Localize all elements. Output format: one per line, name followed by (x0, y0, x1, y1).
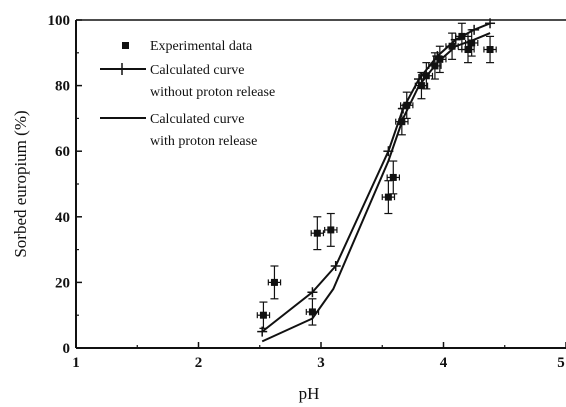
point-marker (327, 226, 335, 234)
legend-label: Calculated curve (150, 63, 244, 78)
plus-marker (432, 51, 443, 62)
data-point (324, 212, 338, 247)
x-tick-label: 5 (557, 355, 565, 371)
legend-entry: Experimental data (122, 39, 253, 54)
plus-marker (398, 103, 409, 114)
curve-with-proton-release (261, 32, 491, 343)
x-tick-label: 2 (195, 355, 203, 371)
point-marker (308, 308, 316, 316)
plus-marker (330, 261, 341, 271)
legend-square-marker (122, 42, 129, 49)
point-marker (486, 46, 494, 54)
plus-marker (414, 74, 424, 85)
data-point (386, 160, 400, 195)
axes: 1 2 3 4 5 0 20 40 60 80 100 (48, 13, 566, 371)
point-marker (313, 229, 321, 237)
x-tick-label: 3 (317, 355, 325, 371)
legend-label: Experimental data (150, 39, 253, 54)
x-tick-label: 4 (440, 355, 448, 371)
point-marker (417, 82, 425, 90)
plus-marker (469, 24, 480, 35)
plus-marker (450, 34, 461, 45)
y-tick-label: 40 (55, 210, 70, 226)
data-point (267, 265, 282, 300)
data-point (256, 301, 271, 329)
data-point (310, 216, 325, 251)
plus-marker (307, 287, 318, 298)
point-marker (448, 42, 456, 50)
y-tick-label: 80 (55, 79, 70, 95)
point-marker (464, 46, 472, 54)
y-axis-title: Sorbed europium (%) (11, 110, 30, 257)
legend-entry: Calculated curve with proton release (100, 112, 257, 149)
legend-label-line2: with proton release (150, 134, 257, 149)
data-point (381, 180, 396, 215)
data-point (483, 35, 497, 64)
y-tick-label: 0 (63, 341, 71, 357)
point-marker (259, 311, 267, 319)
legend: Experimental data Calculated curve without… (100, 39, 275, 149)
x-tick-label: 1 (72, 355, 80, 371)
y-tick-label: 100 (48, 13, 71, 29)
x-axis-title: pH (299, 384, 320, 403)
marks (256, 18, 497, 343)
legend-entry: Calculated curve without proton release (100, 63, 275, 100)
legend-label: Calculated curve (150, 112, 244, 127)
curve-without-proton-release (261, 22, 491, 333)
legend-label-line2: without proton release (150, 85, 275, 100)
point-marker (389, 173, 397, 181)
point-marker (270, 278, 278, 286)
plus-marker (485, 18, 496, 29)
point-marker (384, 193, 392, 201)
point-marker (403, 101, 411, 109)
y-tick-label: 20 (55, 275, 70, 291)
y-tick-label: 60 (55, 144, 70, 160)
point-marker (468, 39, 476, 47)
plus-marker (257, 326, 268, 337)
